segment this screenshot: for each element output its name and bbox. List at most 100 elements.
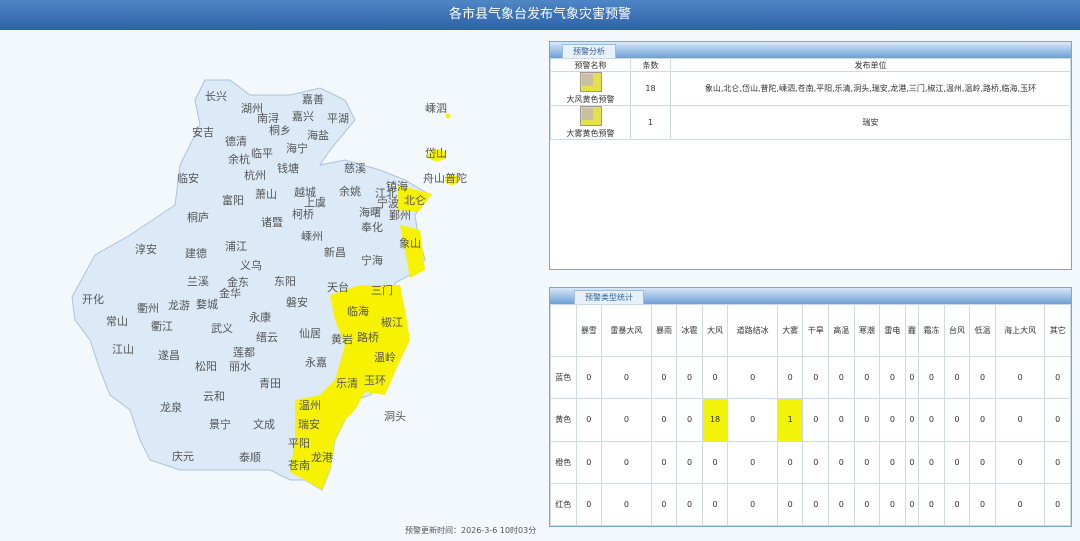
col-header: 大风 (701, 304, 729, 357)
map-label: 庆元 (172, 450, 194, 463)
stat-cell: 0 (802, 398, 830, 442)
stat-cell: 0 (904, 440, 920, 484)
map-label: 平阳 (288, 437, 310, 450)
stat-cell: 0 (969, 482, 996, 527)
map-label: 嵊泗 (425, 102, 447, 115)
map-label: 越城 (294, 186, 316, 199)
stat-cell: 0 (969, 440, 996, 484)
map-label: 嘉善 (302, 93, 324, 106)
map-label: 景宁 (209, 418, 231, 431)
stat-cell: 0 (1044, 355, 1071, 400)
region-yellow-shengsi[interactable] (445, 113, 451, 119)
map-label: 缙云 (256, 331, 278, 344)
warning-map[interactable]: 长兴 湖州 南浔 嘉善 嘉兴 平湖 桐乡 海盐 安吉 德清 临平 海宁 余杭 杭州 钱塘 慈溪 临安 萧山 越城 余姚… (0, 30, 540, 541)
map-label: 龙泉 (160, 401, 182, 414)
map-label: 金华 (219, 287, 241, 300)
stat-cell: 0 (1044, 482, 1071, 527)
map-label: 海宁 (286, 142, 308, 155)
stat-cell: 0 (575, 482, 603, 527)
region-yellow-xiangshan[interactable] (400, 225, 425, 278)
map-label: 舟山普陀 (423, 172, 467, 185)
region-yellow-south[interactable] (290, 285, 410, 490)
stat-cell: 0 (802, 355, 830, 400)
map-label: 慈溪 (344, 162, 366, 175)
map-label: 诸暨 (261, 216, 283, 229)
map-label: 南浔 (257, 112, 279, 125)
table-row: 大雾黄色预警 1 瑞安 (550, 105, 1071, 140)
map-label: 温州 (299, 399, 321, 412)
table-row: 黄色 0 0 0 0 18 0 1 0 0 0 0 0 0 0 0 0 0 (550, 398, 1071, 442)
col-header: 雷电 (879, 304, 906, 357)
stat-cell: 0 (802, 482, 830, 527)
map-label: 长兴 (205, 90, 227, 103)
level-label: 红色 (550, 482, 577, 527)
map-label: 北仑 (404, 194, 426, 207)
stat-cell: 0 (994, 398, 1046, 442)
stat-cell: 0 (853, 482, 881, 527)
col-header: 霾 (904, 304, 920, 357)
map-label: 东阳 (274, 275, 296, 288)
stat-cell: 0 (994, 482, 1046, 527)
fog-yellow-icon (579, 106, 602, 126)
stat-cell: 0 (969, 398, 996, 442)
stat-cell: 18 (701, 398, 729, 442)
map-label: 湖州 (241, 102, 263, 115)
map-label: 安吉 (192, 126, 214, 139)
region-yellow-putuo[interactable] (445, 175, 459, 185)
table-row: 橙色 0 0 0 0 0 0 0 0 0 0 0 0 0 0 0 0 0 (550, 440, 1071, 484)
stat-cell: 0 (828, 440, 855, 484)
map-label: 常山 (106, 315, 128, 328)
corner-cell (550, 304, 577, 357)
map-label: 玉环 (364, 374, 386, 387)
map-label: 余杭 (228, 153, 250, 166)
stat-cell: 0 (879, 440, 906, 484)
stat-cell: 0 (601, 482, 652, 527)
map-label: 余姚 (339, 185, 361, 198)
map-label: 临海 (347, 305, 369, 318)
level-label: 蓝色 (550, 355, 577, 400)
warning-count: 18 (630, 71, 671, 106)
table-row: 大风黄色预警 18 象山,北仑,岱山,普陀,嵊泗,苍南,平阳,乐清,洞头,瑞安,龙港… (550, 71, 1071, 106)
map-label: 柯桥 (292, 208, 314, 221)
region-yellow-daishan[interactable] (428, 149, 446, 161)
stat-cell: 0 (828, 355, 855, 400)
stat-cell: 0 (904, 398, 920, 442)
map-label: 永嘉 (305, 356, 327, 369)
stat-cell: 0 (994, 355, 1046, 400)
tab-stats[interactable]: 预警类型统计 (574, 290, 644, 304)
stat-cell: 0 (776, 355, 804, 400)
stat-cell: 0 (918, 440, 945, 484)
stat-cell: 0 (776, 440, 804, 484)
map-label: 苍南 (288, 459, 310, 472)
col-header: 寒潮 (853, 304, 881, 357)
stat-cell: 0 (575, 398, 603, 442)
table-row: 蓝色 0 0 0 0 0 0 0 0 0 0 0 0 0 0 0 0 0 (550, 355, 1071, 400)
map-label: 上虞 (304, 196, 326, 209)
map-label: 武义 (211, 322, 233, 335)
region-yellow-beilun[interactable] (398, 185, 432, 212)
page-header: 各市县气象台发布气象灾害预警 (0, 0, 1080, 30)
map-label: 黄岩 (331, 333, 353, 346)
col-header: 海上大风 (994, 304, 1046, 357)
wind-yellow-icon (579, 72, 602, 92)
warning-units: 象山,北仑,岱山,普陀,嵊泗,苍南,平阳,乐清,洞头,瑞安,龙港,三门,椒江,温… (670, 71, 1071, 106)
col-header: 霜冻 (918, 304, 945, 357)
map-label: 义乌 (240, 259, 262, 272)
map-label: 江山 (112, 343, 134, 356)
map-label: 新昌 (324, 246, 346, 259)
map-label: 龙港 (311, 451, 333, 464)
stat-cell: 0 (727, 355, 778, 400)
stat-cell: 0 (802, 440, 830, 484)
stat-cell: 0 (1044, 398, 1071, 442)
stat-cell: 0 (943, 440, 971, 484)
map-label: 嵊州 (301, 230, 323, 243)
stat-cell: 0 (650, 355, 678, 400)
map-label: 海盐 (307, 129, 329, 142)
warning-count: 1 (630, 105, 671, 140)
tab-analysis[interactable]: 预警分析 (562, 44, 616, 58)
map-label: 永康 (249, 311, 271, 324)
level-label: 黄色 (550, 398, 577, 442)
stat-cell: 0 (650, 398, 678, 442)
map-label: 海曙 (359, 206, 381, 219)
stat-cell: 0 (601, 355, 652, 400)
